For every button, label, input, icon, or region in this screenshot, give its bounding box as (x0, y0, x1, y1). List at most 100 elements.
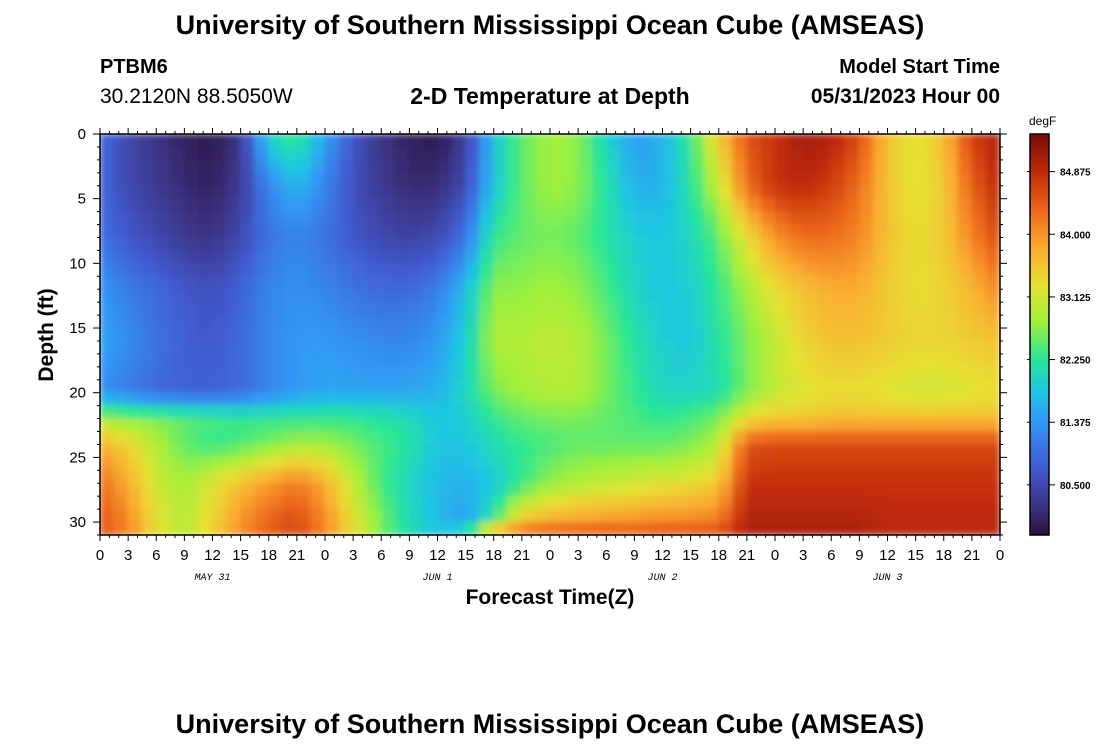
heatmap-cell (844, 236, 860, 251)
heatmap-cell (408, 172, 424, 187)
heatmap-cell (437, 456, 453, 471)
heatmap-cell (690, 418, 706, 433)
heatmap-cell (549, 224, 565, 238)
heatmap-cell (507, 159, 523, 174)
heatmap-cell (816, 379, 832, 394)
heatmap-cell (971, 405, 987, 420)
heatmap-cell (535, 236, 551, 251)
heatmap-cell (226, 456, 242, 471)
heatmap-cell (226, 340, 242, 355)
heatmap-cell (605, 405, 621, 420)
heatmap-cell (408, 211, 424, 226)
heatmap-cell (437, 495, 453, 510)
heatmap-cell (451, 249, 467, 264)
heatmap-cell (718, 185, 734, 200)
heatmap-cell (718, 224, 734, 238)
heatmap-cell (197, 521, 213, 535)
heatmap-cell (718, 431, 734, 445)
heatmap-cell (760, 482, 776, 497)
heatmap-cell (605, 456, 621, 471)
heatmap-cell (732, 327, 748, 342)
heatmap-cell (324, 185, 340, 200)
heatmap-cell (872, 392, 888, 407)
heatmap-cell (422, 249, 438, 264)
heatmap-cell (254, 288, 270, 303)
heatmap-cell (100, 456, 115, 471)
heatmap-cell (844, 249, 860, 264)
heatmap-cell (718, 314, 734, 329)
heatmap-cell (647, 172, 663, 187)
heatmap-cell (380, 340, 396, 355)
heatmap-cell (352, 443, 368, 458)
heatmap-cell (479, 224, 495, 238)
heatmap-cell (746, 134, 762, 148)
heatmap-cell (521, 275, 537, 290)
heatmap-cell (690, 379, 706, 394)
heatmap-cell (212, 508, 228, 523)
heatmap-cell (451, 211, 467, 226)
heatmap-cell (788, 405, 804, 420)
heatmap-cell (676, 495, 692, 510)
heatmap-cell (310, 418, 326, 433)
heatmap-cell (872, 185, 888, 200)
heatmap-cell (169, 159, 185, 174)
heatmap-cell (113, 482, 129, 497)
heatmap-cell (394, 456, 410, 471)
heatmap-cell (929, 134, 945, 148)
heatmap-cell (282, 159, 298, 174)
heatmap-cell (577, 495, 593, 510)
heatmap-cell (366, 198, 382, 213)
heatmap-cell (310, 185, 326, 200)
heatmap-cell (394, 249, 410, 264)
heatmap-cell (197, 262, 213, 277)
heatmap-cell (619, 314, 635, 329)
heatmap-cell (605, 249, 621, 264)
heatmap-cell (113, 508, 129, 523)
heatmap-cell (324, 521, 340, 535)
x-tick-label: 15 (232, 547, 249, 564)
heatmap-cell (169, 495, 185, 510)
heatmap-cell (394, 521, 410, 535)
heatmap-cell (549, 443, 565, 458)
heatmap-cell (324, 198, 340, 213)
heatmap-cell (310, 443, 326, 458)
heatmap-cell (169, 198, 185, 213)
heatmap-cell (141, 236, 157, 251)
heatmap-cell (240, 508, 256, 523)
heatmap-cell (662, 327, 678, 342)
heatmap-cell (577, 431, 593, 445)
heatmap-cell (437, 134, 453, 148)
heatmap-cell (971, 288, 987, 303)
heatmap-cell (732, 469, 748, 484)
heatmap-cell (282, 327, 298, 342)
heatmap-cell (507, 508, 523, 523)
heatmap-cell (338, 443, 354, 458)
heatmap-cell (746, 495, 762, 510)
heatmap-cell (521, 185, 537, 200)
heatmap-cell (915, 392, 931, 407)
heatmap-cell (915, 262, 931, 277)
heatmap-cell (788, 508, 804, 523)
heatmap-cell (971, 159, 987, 174)
heatmap-cell (704, 418, 720, 433)
heatmap-cell (591, 456, 607, 471)
heatmap-cell (408, 379, 424, 394)
heatmap-cell (451, 172, 467, 187)
heatmap-cell (690, 353, 706, 368)
heatmap-cell (507, 379, 523, 394)
heatmap-cell (380, 185, 396, 200)
heatmap-cell (830, 236, 846, 251)
heatmap-cell (802, 456, 818, 471)
heatmap-cell (732, 236, 748, 251)
heatmap-cell (605, 482, 621, 497)
heatmap-cell (929, 353, 945, 368)
heatmap-cell (563, 249, 579, 264)
heatmap-cell (858, 236, 874, 251)
heatmap-cell (676, 288, 692, 303)
heatmap-cell (296, 366, 312, 381)
heatmap-cell (366, 521, 382, 535)
heatmap-cell (197, 314, 213, 329)
heatmap-cell (183, 521, 199, 535)
heatmap-cell (619, 249, 635, 264)
heatmap-cell (268, 495, 284, 510)
